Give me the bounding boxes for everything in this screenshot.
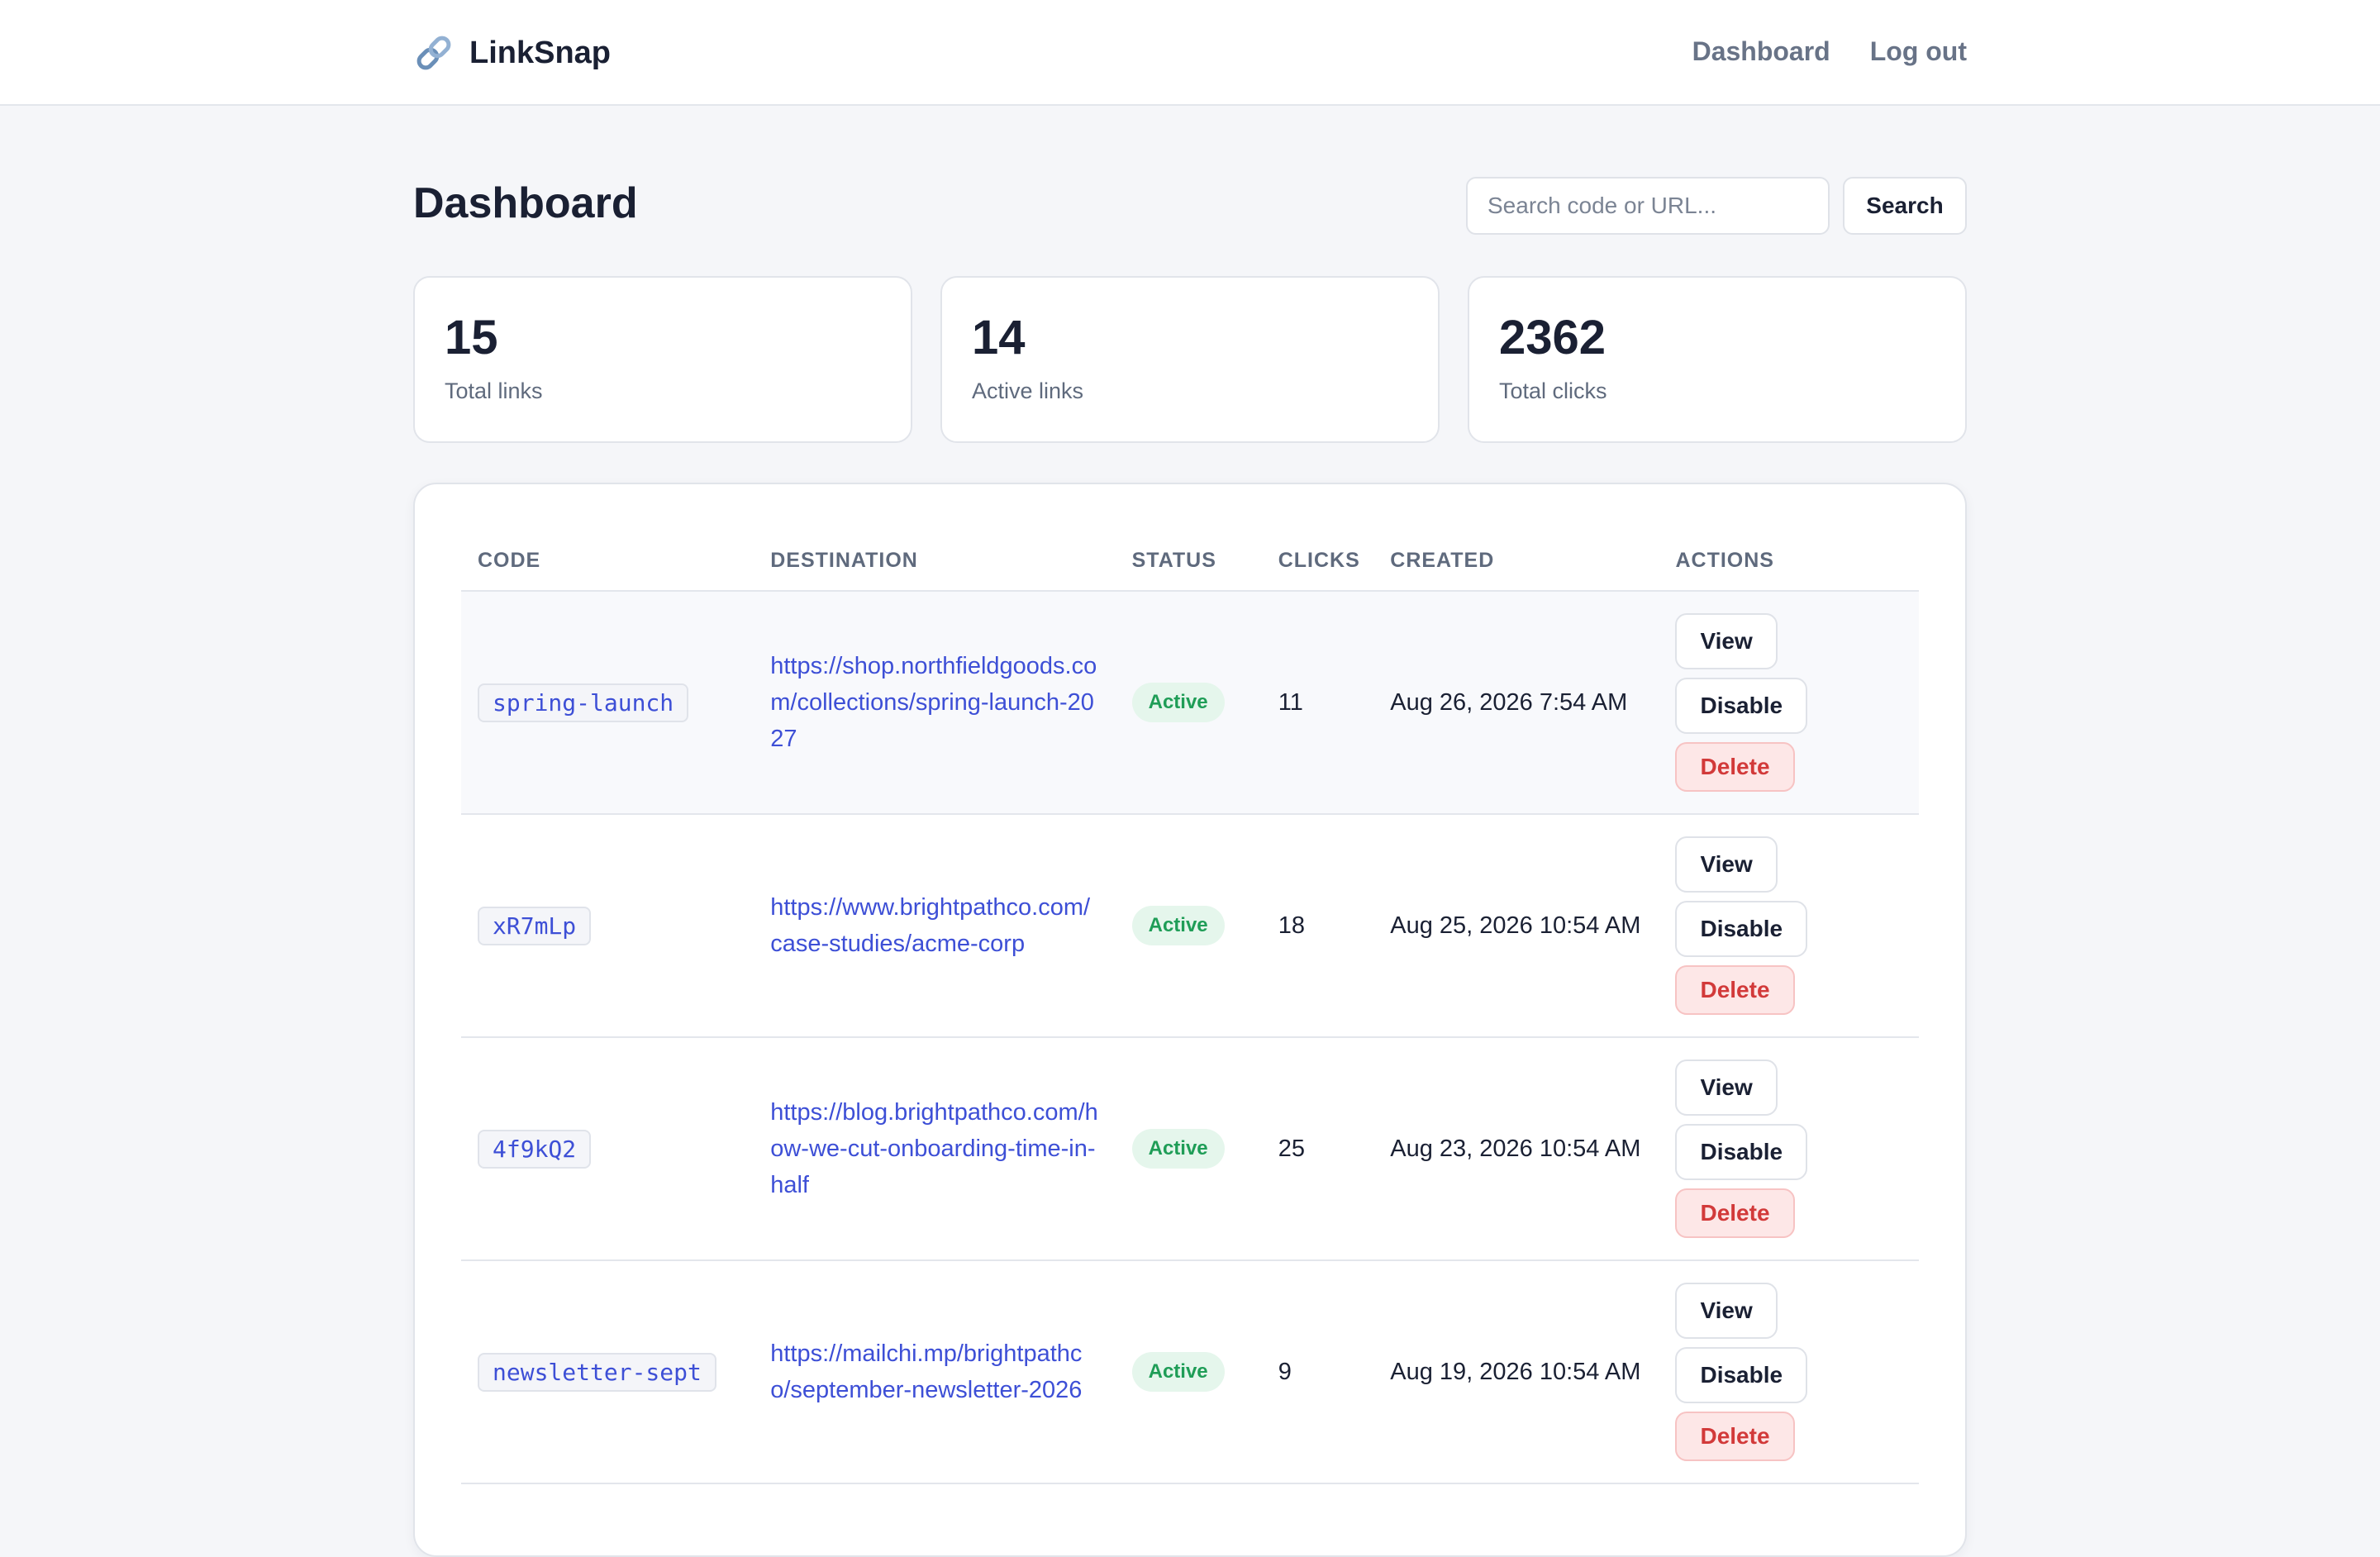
nav-dashboard-link[interactable]: Dashboard (1692, 36, 1830, 66)
status-badge: Active (1131, 906, 1225, 945)
link-icon (413, 32, 455, 74)
delete-button[interactable]: Delete (1675, 965, 1795, 1015)
view-button[interactable]: View (1675, 836, 1778, 893)
row-actions: View Disable Delete (1675, 836, 1919, 1015)
created-date: Aug 25, 2026 10:54 AM (1373, 814, 1659, 1038)
disable-button[interactable]: Disable (1675, 1347, 1808, 1403)
view-button[interactable]: View (1675, 613, 1778, 669)
delete-button[interactable]: Delete (1675, 1412, 1795, 1461)
short-code[interactable]: xR7mLp (478, 906, 592, 945)
table-row: xR7mLp https://www.brightpathco.com/case… (461, 814, 1919, 1038)
short-code[interactable]: spring-launch (478, 683, 689, 722)
row-actions: View Disable Delete (1675, 613, 1919, 792)
column-header-clicks[interactable]: CLICKS (1261, 531, 1374, 592)
nav-logout-link[interactable]: Log out (1869, 36, 1967, 66)
links-table-card: CODE DESTINATION STATUS CLICKS CREATED A… (413, 483, 1967, 1557)
short-code[interactable]: newsletter-sept (478, 1352, 716, 1392)
clicks-count: 25 (1261, 1037, 1374, 1261)
clicks-count: 18 (1261, 814, 1374, 1038)
stat-card-total-links: 15 Total links (413, 276, 912, 443)
destination-link[interactable]: https://shop.northfieldgoods.com/collect… (770, 653, 1097, 752)
page-title: Dashboard (413, 179, 638, 227)
destination-link[interactable]: https://mailchi.mp/brightpathco/septembe… (770, 1340, 1083, 1403)
delete-button[interactable]: Delete (1675, 1188, 1795, 1238)
table-row: 4f9kQ2 https://blog.brightpathco.com/how… (461, 1037, 1919, 1261)
created-date: Aug 26, 2026 7:54 AM (1373, 591, 1659, 815)
stat-value: 2362 (1499, 311, 1606, 364)
search-button[interactable]: Search (1843, 177, 1967, 235)
links-table: CODE DESTINATION STATUS CLICKS CREATED A… (461, 531, 1919, 1484)
destination-link[interactable]: https://www.brightpathco.com/case-studie… (770, 894, 1091, 957)
column-header-code[interactable]: CODE (461, 531, 754, 592)
search-form: Search (1466, 177, 1967, 235)
status-badge: Active (1131, 1352, 1225, 1392)
destination-link[interactable]: https://blog.brightpathco.com/how-we-cut… (770, 1099, 1098, 1198)
created-date: Aug 23, 2026 10:54 AM (1373, 1037, 1659, 1261)
stat-label: Total clicks (1499, 379, 1607, 403)
column-header-status[interactable]: STATUS (1115, 531, 1262, 592)
table-row: spring-launch https://shop.northfieldgoo… (461, 591, 1919, 815)
row-actions: View Disable Delete (1675, 1283, 1919, 1461)
table-row: newsletter-sept https://mailchi.mp/brigh… (461, 1260, 1919, 1484)
table-header-row: CODE DESTINATION STATUS CLICKS CREATED A… (461, 531, 1919, 592)
stat-card-total-clicks: 2362 Total clicks (1468, 276, 1967, 443)
column-header-destination[interactable]: DESTINATION (754, 531, 1116, 592)
status-badge: Active (1131, 1129, 1225, 1169)
view-button[interactable]: View (1675, 1283, 1778, 1339)
column-header-actions: ACTIONS (1659, 531, 1919, 592)
disable-button[interactable]: Disable (1675, 901, 1808, 957)
delete-button[interactable]: Delete (1675, 742, 1795, 792)
stat-value: 14 (972, 311, 1026, 364)
main-nav: Dashboard Log out (1692, 0, 1967, 102)
clicks-count: 9 (1261, 1260, 1374, 1484)
clicks-count: 11 (1261, 591, 1374, 815)
status-badge: Active (1131, 683, 1225, 722)
stat-label: Total links (445, 379, 543, 403)
app-name: LinkSnap (469, 35, 612, 70)
stat-label: Active links (972, 379, 1084, 403)
short-code[interactable]: 4f9kQ2 (478, 1129, 592, 1169)
top-bar: LinkSnap Dashboard Log out (0, 0, 2380, 106)
stat-card-active-links: 14 Active links (940, 276, 1440, 443)
stats-row: 15 Total links 14 Active links 2362 Tota… (413, 276, 1967, 443)
created-date: Aug 19, 2026 10:54 AM (1373, 1260, 1659, 1484)
stat-value: 15 (445, 311, 498, 364)
disable-button[interactable]: Disable (1675, 678, 1808, 734)
brand[interactable]: LinkSnap (413, 0, 611, 106)
disable-button[interactable]: Disable (1675, 1124, 1808, 1180)
search-input[interactable] (1466, 177, 1830, 235)
row-actions: View Disable Delete (1675, 1059, 1919, 1238)
column-header-created[interactable]: CREATED (1373, 531, 1659, 592)
view-button[interactable]: View (1675, 1059, 1778, 1116)
